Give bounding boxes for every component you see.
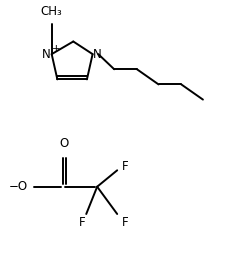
Text: N: N xyxy=(42,48,51,61)
Text: F: F xyxy=(122,160,128,173)
Text: CH₃: CH₃ xyxy=(41,4,62,17)
Text: N: N xyxy=(93,48,102,61)
Text: F: F xyxy=(122,216,128,229)
Text: +: + xyxy=(51,44,60,54)
Text: O: O xyxy=(60,137,69,150)
Text: −O: −O xyxy=(9,180,28,193)
Text: F: F xyxy=(79,216,86,229)
